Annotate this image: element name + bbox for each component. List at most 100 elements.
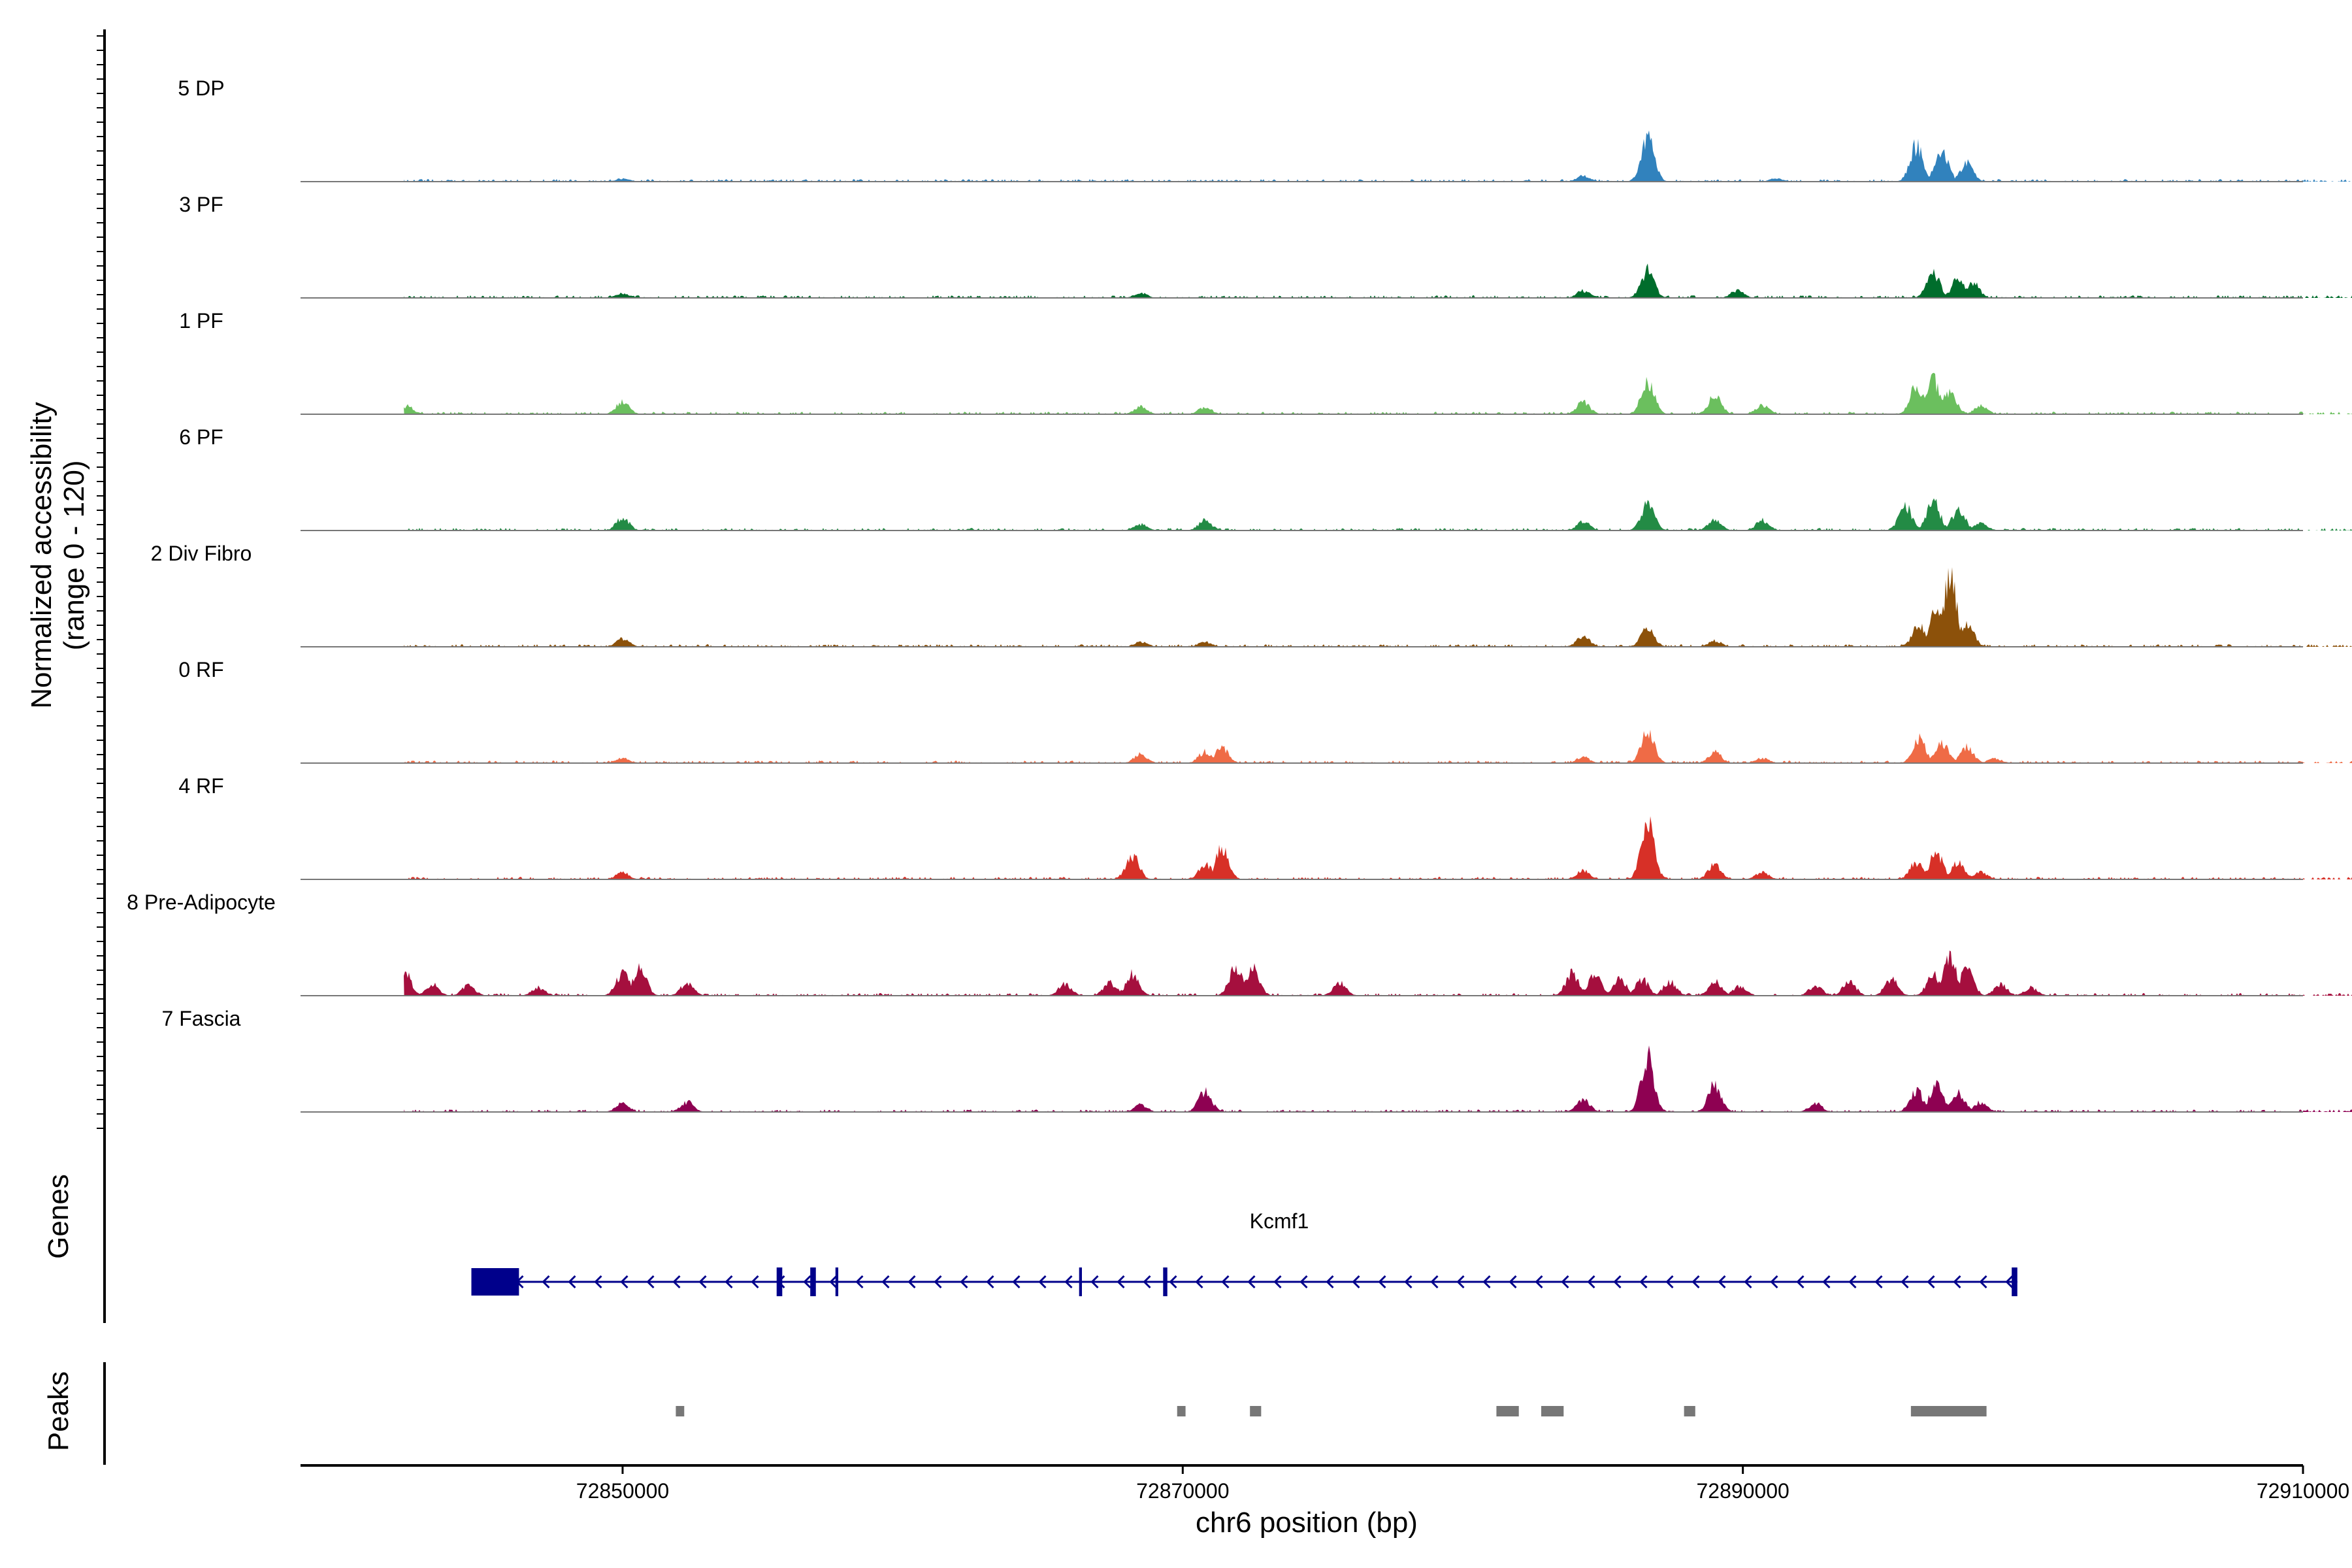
peak-region [1177,1406,1186,1416]
strand-arrow [960,1275,968,1289]
x-axis-label: chr6 position (bp) [1196,1507,1418,1539]
gene-exon [471,1268,519,1296]
track-label: 3 PF [179,193,223,216]
track-label: 7 Fascia [162,1007,241,1030]
strand-arrow [725,1275,733,1289]
track-label: 0 RF [178,658,223,681]
gene-name-label: Kcmf1 [1250,1209,1309,1233]
coverage-area [404,950,2352,996]
track-label: 1 PF [179,309,223,333]
strand-arrow [1744,1275,1752,1289]
x-tick-label: 72850000 [576,1479,669,1503]
coverage-area [404,130,2352,182]
coverage-area [404,567,2352,647]
genes-track: Genes Kcmf1 [42,1114,2017,1323]
strand-arrow [1299,1275,1308,1289]
strand-arrow [803,1275,811,1289]
coverage-area [404,1045,2352,1112]
track-0-rf: 0 RF [178,658,2352,764]
strand-arrow [1901,1275,1909,1289]
gene-exon [2012,1267,2017,1296]
strand-arrow [1613,1275,1622,1289]
peak-region [676,1406,685,1416]
strand-arrow [1979,1275,1987,1289]
x-axis: chr6 position (bp) 72850000 72870000 72890… [301,1464,2349,1539]
strand-arrow [646,1275,655,1289]
peak-region [1541,1406,1564,1416]
peak-region [1250,1406,1262,1416]
strand-arrow [1796,1275,1805,1289]
coverage-area [404,816,2352,879]
strand-arrow [829,1275,838,1289]
track-8-pre-adipocyte: 8 Pre-Adipocyte [127,890,2352,996]
track-7-fascia: 7 Fascia [162,1007,2352,1113]
strand-arrow [620,1275,629,1289]
strand-arrow [1953,1275,1961,1289]
strand-arrow [881,1275,890,1289]
strand-arrow [1012,1275,1021,1289]
strand-arrow [1430,1275,1439,1289]
strand-arrow [1352,1275,1360,1289]
x-tick-label: 72870000 [1136,1479,1229,1503]
strand-arrow [1848,1275,1857,1289]
gene-exon [776,1267,783,1296]
strand-arrow [1665,1275,1674,1289]
coverage-area [404,729,2352,763]
strand-arrow [907,1275,916,1289]
strand-arrow [1090,1275,1099,1289]
strand-arrow [672,1275,681,1289]
strand-arrow [1326,1275,1334,1289]
peak-region [1496,1406,1519,1416]
strand-arrow [1639,1275,1648,1289]
peaks-track: Peaks [42,1362,1987,1465]
x-tick-label: 72910000 [2257,1479,2349,1503]
x-tick-label: 72890000 [1696,1479,1789,1503]
strand-arrow [1064,1275,1073,1289]
strand-arrow [594,1275,602,1289]
strand-arrow [1117,1275,1125,1289]
peaks-track-label: Peaks [42,1371,74,1451]
strand-arrow [1221,1275,1230,1289]
strand-arrow [1927,1275,1935,1289]
strand-arrow [1874,1275,1883,1289]
peak-region [1684,1406,1695,1416]
strand-arrow [855,1275,864,1289]
track-1-pf: 1 PF [179,309,2352,415]
coverage-area [404,263,2352,298]
strand-arrow [1822,1275,1831,1289]
gene-exon [1163,1267,1168,1296]
strand-arrow [1535,1275,1543,1289]
track-3-pf: 3 PF [179,193,2352,299]
strand-arrow [1587,1275,1595,1289]
strand-arrow [698,1275,707,1289]
track-5-dp: 5 DP [178,76,2352,182]
strand-arrow [1378,1275,1386,1289]
strand-arrow [986,1275,994,1289]
track-4-rf: 4 RF [178,774,2352,880]
track-label: 4 RF [178,774,223,798]
strand-arrow [751,1275,759,1289]
genes-track-label: Genes [42,1174,74,1259]
strand-arrow [1404,1275,1413,1289]
accessibility-tracks: 5 DP 3 PF 1 PF 6 PF 2 Div Fibro 0 RF 4 RF 8 Pre… [127,76,2352,1113]
strand-arrow [1273,1275,1282,1289]
strand-arrow [1038,1275,1047,1289]
gene-exon [810,1267,816,1296]
coverage-area [404,498,2352,531]
coverage-area [404,372,2352,414]
strand-arrow [1195,1275,1203,1289]
strand-arrow [1691,1275,1700,1289]
strand-arrow [542,1275,550,1289]
track-label: 5 DP [178,76,224,100]
strand-arrow [1247,1275,1256,1289]
strand-arrow [1482,1275,1491,1289]
strand-arrow [1169,1275,1177,1289]
strand-arrow [1770,1275,1778,1289]
strand-arrow [568,1275,576,1289]
track-2-div-fibro: 2 Div Fibro [151,542,2352,647]
strand-arrow [934,1275,942,1289]
strand-arrow [1143,1275,1151,1289]
strand-arrow [1456,1275,1465,1289]
gene-exon [1079,1267,1082,1296]
